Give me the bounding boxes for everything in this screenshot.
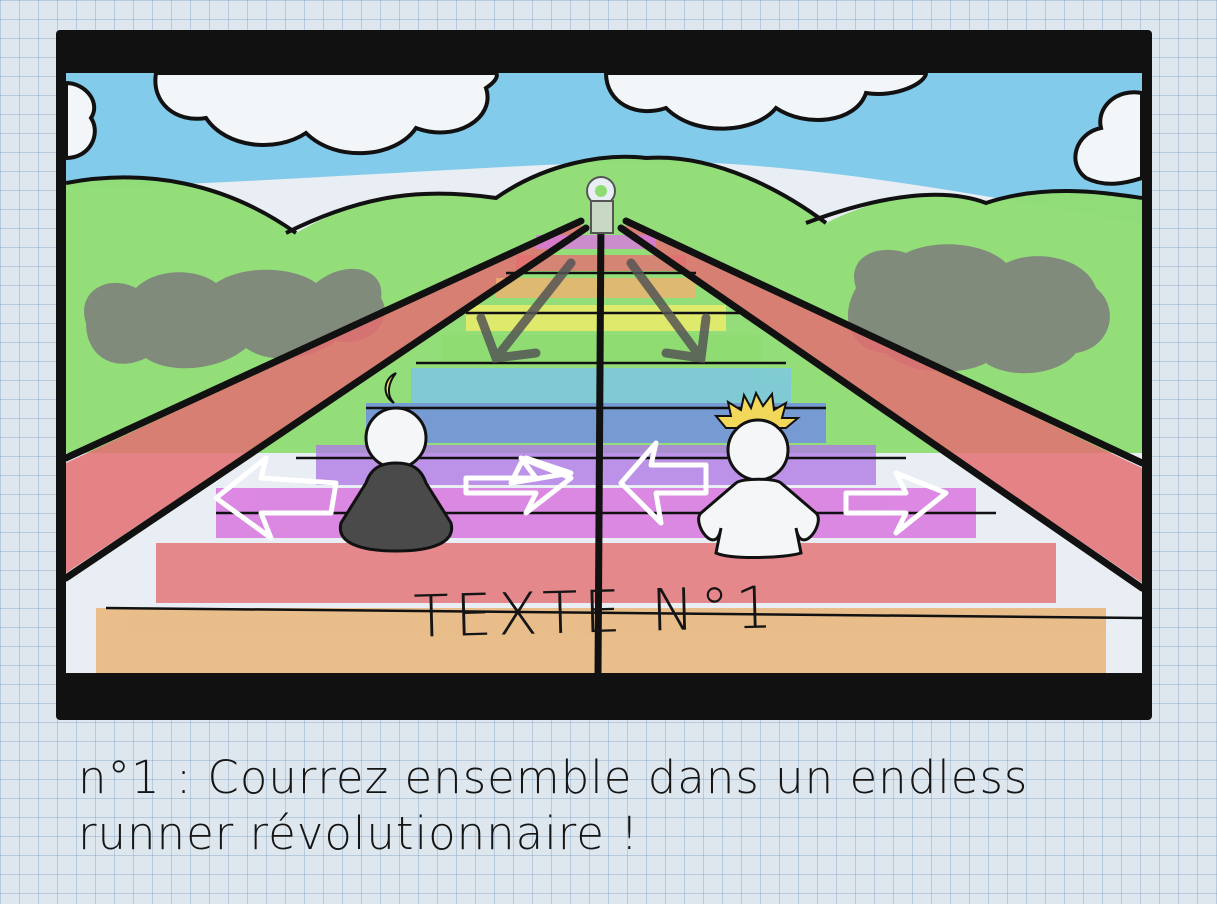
cloud-right-edge <box>1073 90 1142 186</box>
game-scene: TEXTE N°1 <box>66 73 1142 673</box>
track-side-left <box>66 223 586 573</box>
storyboard-caption: n°1 : Courrez ensemble dans un endless r… <box>78 751 1029 860</box>
arrow-left-icon <box>618 440 709 526</box>
moon-character <box>338 372 454 553</box>
lion-statue-icon <box>586 176 616 234</box>
arrow-down-right-icon <box>626 258 711 364</box>
arrow-right-icon <box>463 455 574 516</box>
cloud-top-center <box>603 73 929 131</box>
scene-illustration <box>66 73 1142 673</box>
cloud-left-edge <box>66 80 97 161</box>
hud-label: TEXTE N°1 <box>412 573 780 651</box>
cloud-top-left <box>153 73 499 155</box>
arrow-left-icon <box>213 455 339 541</box>
track-side-right <box>621 223 1142 583</box>
sun-character <box>697 390 820 559</box>
storm-cloud-right <box>847 244 1110 374</box>
arrow-down-left-icon <box>476 258 576 363</box>
arrow-right-icon <box>843 470 949 536</box>
track-edges <box>66 214 1142 673</box>
